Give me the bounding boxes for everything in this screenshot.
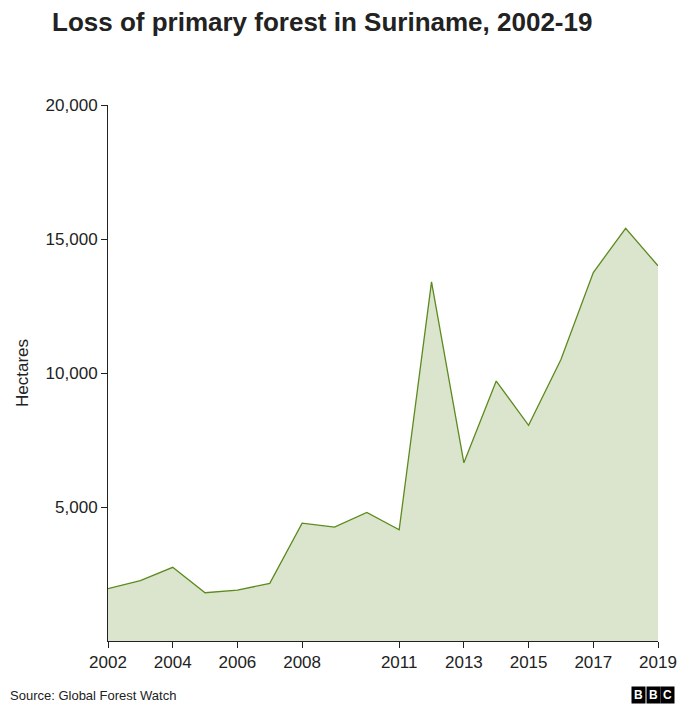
svg-text:B: B: [634, 688, 643, 702]
svg-text:2019: 2019: [639, 653, 677, 672]
svg-text:2002: 2002: [89, 653, 127, 672]
svg-text:2008: 2008: [283, 653, 321, 672]
svg-text:2015: 2015: [510, 653, 548, 672]
svg-text:C: C: [663, 688, 672, 702]
svg-text:15,000: 15,000: [46, 230, 98, 249]
svg-text:5,000: 5,000: [55, 498, 98, 517]
svg-text:Source: Global Forest Watch: Source: Global Forest Watch: [10, 688, 176, 703]
svg-text:2011: 2011: [381, 653, 418, 672]
svg-text:2017: 2017: [574, 653, 612, 672]
svg-text:10,000: 10,000: [46, 364, 98, 383]
svg-text:2006: 2006: [218, 653, 256, 672]
svg-text:B: B: [649, 688, 658, 702]
svg-text:2013: 2013: [445, 653, 483, 672]
svg-text:2004: 2004: [154, 653, 192, 672]
svg-text:Loss of primary forest in Suri: Loss of primary forest in Suriname, 2002…: [52, 7, 592, 37]
svg-text:Hectares: Hectares: [13, 339, 32, 407]
svg-text:20,000: 20,000: [46, 96, 98, 115]
